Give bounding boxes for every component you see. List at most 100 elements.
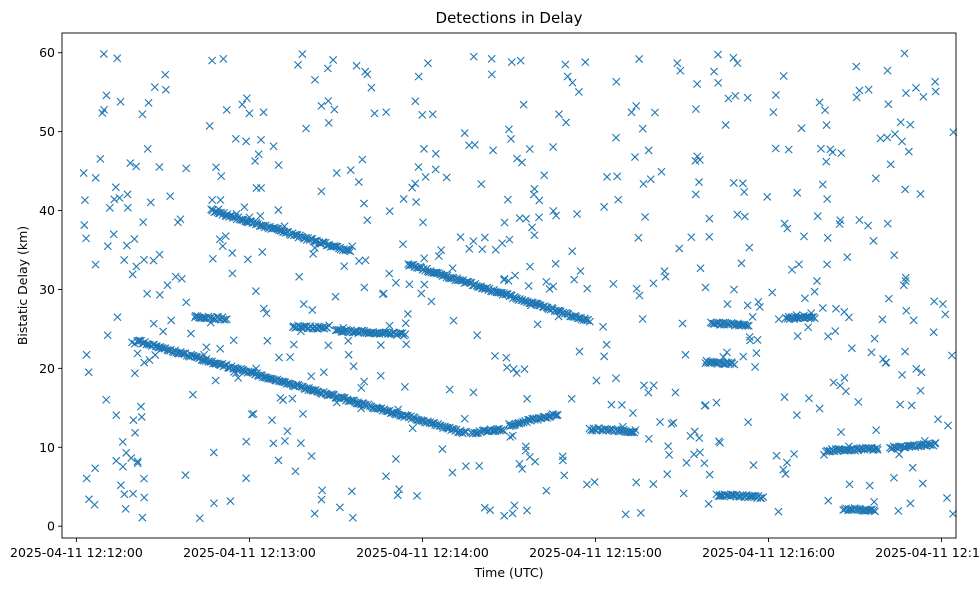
detection-marker: [545, 284, 554, 293]
detection-marker: [359, 199, 368, 208]
detection-marker: [737, 259, 746, 268]
detection-marker: [252, 364, 261, 373]
detection-marker: [749, 461, 758, 470]
detection-marker: [288, 229, 297, 238]
detection-marker: [358, 155, 367, 164]
detection-marker: [405, 280, 414, 289]
detection-marker: [934, 415, 942, 424]
detection-marker: [793, 332, 802, 341]
detection-marker: [182, 298, 191, 307]
detection-marker: [505, 422, 514, 431]
detection-marker: [469, 52, 478, 61]
detection-marker: [408, 183, 417, 192]
detection-marker: [754, 297, 763, 306]
detection-marker: [855, 86, 864, 95]
detection-marker: [295, 272, 304, 281]
detection-marker: [738, 179, 747, 188]
detection-marker: [733, 210, 742, 219]
detection-marker: [695, 448, 704, 457]
detection-marker: [837, 428, 846, 437]
detection-marker: [98, 109, 107, 118]
detection-marker: [870, 334, 879, 343]
detection-marker: [298, 409, 307, 418]
detection-marker: [132, 162, 141, 171]
detection-marker: [82, 350, 91, 359]
detection-marker: [879, 355, 888, 364]
detection-marker: [357, 383, 366, 392]
detection-marker: [480, 503, 489, 512]
detection-marker: [401, 330, 410, 339]
detection-marker: [158, 344, 167, 353]
detection-marker: [794, 260, 803, 269]
detection-marker: [385, 207, 394, 216]
detection-marker: [469, 237, 478, 246]
detection-marker: [400, 382, 409, 391]
detection-marker: [469, 388, 478, 397]
detection-marker: [902, 306, 911, 315]
detection-marker: [638, 315, 647, 323]
detection-marker: [205, 121, 214, 130]
detection-marker: [818, 304, 827, 313]
detection-marker: [127, 454, 136, 463]
detection-marker: [201, 356, 210, 365]
detection-marker: [512, 369, 521, 378]
detection-marker: [771, 91, 780, 100]
detection-marker: [759, 493, 768, 502]
detection-marker: [528, 223, 536, 232]
detection-marker: [522, 214, 531, 223]
detection-marker: [251, 287, 260, 296]
detection-marker: [830, 447, 839, 456]
detection-marker: [582, 480, 591, 489]
detection-marker: [532, 299, 541, 308]
detection-marker: [297, 382, 306, 391]
detection-marker: [167, 316, 176, 325]
detection-marker: [852, 504, 861, 513]
detection-marker: [896, 118, 905, 127]
detection-marker: [890, 130, 899, 139]
detection-marker: [448, 468, 457, 477]
detection-marker: [780, 219, 789, 228]
detection-marker: [790, 449, 799, 458]
detection-marker: [495, 424, 504, 433]
detection-marker: [140, 358, 149, 367]
detection-marker: [632, 478, 641, 487]
detection-marker: [895, 450, 904, 459]
detection-marker: [325, 321, 334, 330]
detection-marker: [609, 279, 618, 288]
detection-marker: [816, 144, 825, 153]
detection-marker: [274, 456, 283, 465]
detection-marker: [507, 291, 516, 300]
detection-marker: [576, 267, 585, 276]
detection-marker: [256, 211, 265, 220]
x-axis-label: Time (UTC): [473, 565, 543, 580]
detection-marker: [533, 320, 542, 329]
detection-marker: [621, 510, 630, 519]
detection-marker: [335, 503, 344, 512]
detection-marker: [195, 514, 204, 523]
detection-marker: [109, 230, 118, 239]
detection-marker: [175, 348, 184, 357]
detection-marker: [845, 480, 854, 489]
detection-marker: [324, 96, 333, 105]
detection-marker: [700, 401, 709, 410]
detection-marker: [307, 452, 316, 461]
detection-marker: [155, 163, 164, 171]
detection-marker: [515, 459, 524, 468]
detection-marker: [916, 190, 925, 199]
detection-marker: [870, 507, 879, 516]
detection-marker: [208, 56, 217, 65]
detection-marker: [562, 118, 570, 127]
detection-marker: [347, 396, 356, 405]
detection-marker: [414, 72, 423, 81]
detection-marker: [173, 218, 182, 227]
detection-marker: [133, 457, 142, 466]
detection-marker: [626, 428, 635, 437]
detection-marker: [526, 262, 535, 271]
detection-marker: [131, 428, 140, 437]
detection-marker: [188, 390, 197, 399]
detection-marker: [745, 332, 754, 341]
detection-marker: [394, 405, 403, 414]
detection-marker: [166, 192, 175, 201]
detection-marker: [332, 326, 341, 334]
